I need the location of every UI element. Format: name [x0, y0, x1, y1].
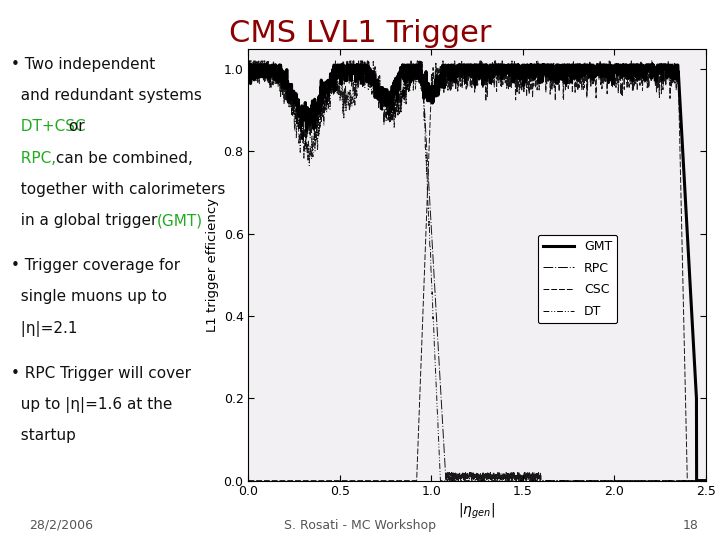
Text: DT+CSC: DT+CSC [11, 119, 86, 134]
CSC [693, 477, 701, 484]
GMT [693, 477, 701, 484]
Text: and redundant systems: and redundant systems [11, 88, 202, 103]
Text: S. Rosati - MC Workshop: S. Rosati - MC Workshop [284, 519, 436, 532]
CSC [419, 288, 428, 295]
DT [297, 124, 305, 131]
RPC [644, 477, 652, 484]
Text: • Trigger coverage for: • Trigger coverage for [11, 258, 180, 273]
GMT [244, 62, 253, 68]
RPC [693, 477, 701, 484]
Text: 28/2/2006: 28/2/2006 [29, 519, 93, 532]
Text: • Two independent: • Two independent [11, 57, 155, 72]
RPC [537, 477, 546, 484]
X-axis label: $|\eta_{gen}|$: $|\eta_{gen}|$ [459, 501, 495, 521]
CSC [438, 58, 447, 64]
Text: up to |η|=1.6 at the: up to |η|=1.6 at the [11, 397, 172, 413]
Text: RPC,: RPC, [11, 151, 56, 166]
RPC [297, 128, 305, 134]
Text: or: or [64, 119, 84, 134]
Text: together with calorimeters: together with calorimeters [11, 182, 225, 197]
RPC [439, 439, 448, 446]
RPC [244, 66, 253, 72]
RPC [323, 97, 332, 104]
DT [245, 58, 253, 64]
Text: startup: startup [11, 428, 76, 443]
GMT [323, 85, 332, 92]
Line: DT: DT [248, 61, 706, 481]
Text: 18: 18 [683, 519, 698, 532]
CSC [323, 477, 332, 484]
GMT [643, 62, 652, 68]
Text: |η|=2.1: |η|=2.1 [11, 321, 77, 337]
CSC [701, 477, 710, 484]
DT [323, 91, 332, 97]
Text: can be combined,: can be combined, [50, 151, 192, 166]
GMT [297, 112, 305, 119]
RPC [701, 477, 710, 484]
DT [644, 477, 652, 484]
GMT [439, 70, 448, 76]
Text: • RPC Trigger will cover: • RPC Trigger will cover [11, 366, 191, 381]
CSC [244, 477, 253, 484]
Text: in a global trigger: in a global trigger [11, 213, 162, 228]
Y-axis label: L1 trigger efficiency: L1 trigger efficiency [207, 198, 220, 332]
DT [244, 63, 253, 70]
DT [701, 477, 710, 484]
DT [693, 477, 701, 484]
GMT [693, 477, 701, 484]
RPC [245, 58, 253, 64]
RPC [420, 96, 428, 103]
GMT [244, 65, 253, 71]
Line: CSC: CSC [248, 61, 706, 481]
CSC [643, 76, 652, 82]
Legend: GMT, RPC, CSC, DT: GMT, RPC, CSC, DT [538, 235, 617, 323]
CSC [296, 477, 305, 484]
GMT [701, 477, 710, 484]
DT [420, 107, 428, 114]
CSC [439, 86, 448, 93]
GMT [420, 93, 428, 100]
DT [436, 477, 445, 484]
Line: GMT: GMT [248, 65, 706, 481]
Line: RPC: RPC [248, 61, 706, 481]
Text: single muons up to: single muons up to [11, 289, 167, 305]
Text: (GMT): (GMT) [156, 213, 202, 228]
DT [439, 477, 448, 484]
Text: CMS LVL1 Trigger: CMS LVL1 Trigger [229, 19, 491, 48]
